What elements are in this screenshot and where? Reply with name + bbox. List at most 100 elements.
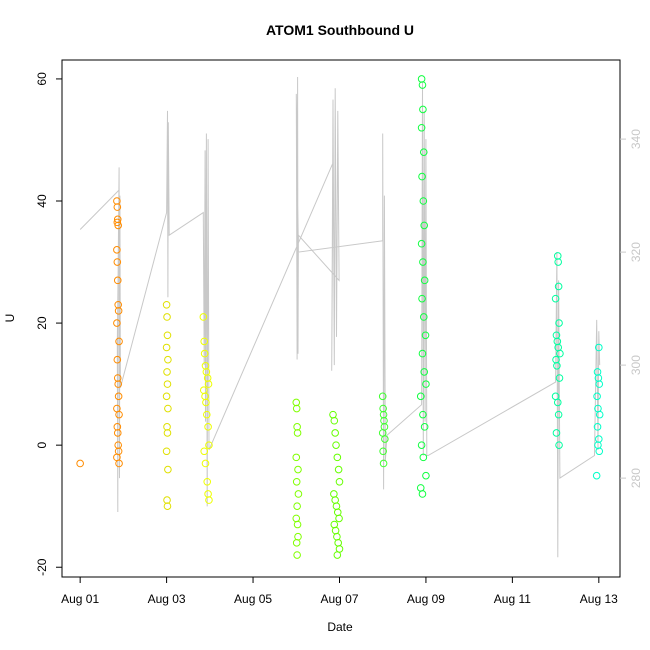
point [113, 429, 122, 437]
point [114, 221, 122, 230]
point [380, 423, 389, 431]
point [331, 496, 339, 504]
point [421, 331, 430, 340]
point [419, 148, 428, 156]
point [200, 447, 209, 456]
point [381, 435, 389, 443]
point [555, 319, 563, 327]
point [162, 300, 171, 309]
y-tick-label: 0 [35, 441, 49, 448]
point [419, 197, 428, 205]
point [595, 447, 604, 456]
x-tick-label: Aug 05 [234, 592, 272, 606]
y2-tick-label: 280 [629, 468, 643, 488]
point [378, 392, 387, 401]
point [163, 423, 171, 431]
point [553, 398, 562, 407]
point [420, 221, 429, 230]
point [201, 459, 210, 468]
point [331, 526, 340, 535]
point [294, 532, 302, 541]
point [203, 477, 212, 486]
point [292, 539, 301, 547]
point [330, 490, 338, 498]
point [200, 349, 209, 358]
point [595, 380, 604, 388]
point [113, 246, 121, 254]
point [162, 392, 171, 401]
point [422, 471, 430, 480]
point [555, 374, 564, 382]
x-tick-label: Aug 09 [407, 592, 445, 606]
point [114, 380, 122, 388]
point [113, 355, 122, 364]
point [330, 416, 339, 425]
point [334, 465, 343, 474]
point [293, 502, 301, 510]
x-tick-label: Aug 11 [494, 592, 531, 606]
point [293, 429, 302, 437]
point [163, 313, 171, 321]
point [417, 239, 426, 248]
point [419, 313, 428, 321]
point [330, 520, 339, 529]
point [418, 294, 426, 303]
point [419, 453, 428, 462]
point [332, 502, 341, 510]
point [163, 429, 172, 437]
point [162, 343, 171, 352]
point [420, 276, 429, 285]
point [419, 105, 427, 114]
point [418, 172, 426, 181]
point [335, 477, 344, 486]
x-axis-label: Date [327, 620, 353, 634]
point [379, 459, 388, 468]
point [204, 490, 212, 498]
point [553, 252, 562, 260]
point [416, 392, 425, 401]
point [334, 539, 342, 547]
point [419, 410, 427, 419]
point [76, 459, 84, 468]
point [163, 380, 172, 388]
point [164, 465, 172, 474]
point [555, 441, 563, 449]
point [292, 398, 301, 407]
point [420, 368, 429, 376]
point [595, 343, 603, 352]
point [292, 453, 301, 462]
point [422, 380, 430, 388]
point [113, 258, 122, 266]
point [164, 404, 172, 413]
point [294, 465, 302, 474]
point [115, 410, 123, 419]
point [333, 532, 341, 541]
line [79, 76, 601, 558]
point [331, 429, 339, 437]
point [292, 477, 301, 486]
point [114, 447, 123, 456]
point [553, 362, 561, 370]
point [554, 258, 562, 266]
point [164, 355, 172, 364]
point [420, 423, 429, 431]
point [113, 218, 122, 227]
point [163, 368, 171, 376]
point [335, 514, 343, 523]
x-tick-label: Aug 13 [580, 592, 618, 606]
point [202, 398, 210, 407]
point [419, 258, 427, 266]
point [333, 551, 342, 559]
point [551, 294, 560, 303]
point [200, 337, 209, 346]
point [552, 429, 561, 437]
point [115, 459, 123, 468]
point [204, 380, 213, 388]
point [595, 410, 604, 419]
point [163, 331, 172, 340]
point [332, 441, 340, 449]
point [114, 392, 123, 401]
y-tick-label: 40 [35, 194, 49, 208]
point [202, 410, 211, 419]
